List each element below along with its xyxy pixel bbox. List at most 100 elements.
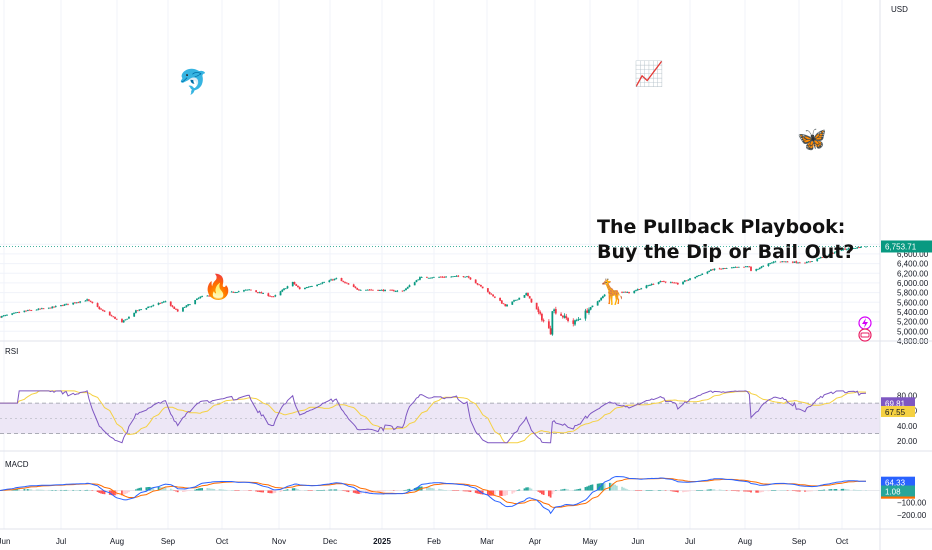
macd-histogram-bar [60,489,62,491]
macd-histogram-bar [798,490,801,492]
candle-body [218,293,221,295]
candle-body [528,296,531,299]
candle-body [209,295,212,297]
macd-histogram-bar [344,490,346,492]
candle-body [514,299,517,301]
candle-body [561,315,564,318]
macd-histogram-bar [554,490,557,491]
macd-histogram-bar [222,489,224,491]
macd-histogram-bar [330,489,332,491]
candle-body [455,275,458,277]
macd-histogram-bar [797,490,799,492]
macd-histogram-bar [199,488,202,491]
candle-body [176,309,179,312]
candle-body [415,280,418,283]
macd-histogram-bar [710,489,712,491]
candle-body [225,292,228,294]
candle-body [61,305,64,307]
macd-histogram-bar [347,490,350,493]
macd-histogram-bar [600,483,603,491]
macd-histogram-bar [661,490,664,491]
candle-body [147,306,150,309]
macd-histogram-bar [676,490,679,493]
candle-body [441,276,444,278]
candle-body [732,267,735,269]
macd-histogram-bar [438,488,440,491]
macd-histogram-bar [687,490,690,492]
candle-body [823,255,826,258]
macd-histogram-bar [701,489,704,491]
macd-histogram-bar [39,489,41,491]
macd-histogram-bar [122,490,125,495]
macd-histogram-bar [175,490,177,492]
macd-histogram-bar [683,490,686,492]
butterfly-emoji: 🦋 [797,126,827,153]
time-tick-label: Sep [161,537,176,546]
macd-histogram-bar [500,490,503,496]
macd-histogram-bar [250,490,252,491]
time-tick-label: Jul [56,537,66,546]
candle-body [89,300,92,302]
lightning-icon[interactable] [858,316,872,330]
macd-histogram-bar [283,490,285,491]
rsi-line [0,390,867,444]
macd-histogram-bar [513,490,515,493]
candle-body [586,310,589,313]
macd-signal-line [0,477,866,508]
candle-body [781,261,784,263]
candle-body [16,312,19,313]
macd-histogram-bar [121,490,123,496]
candle-body [356,288,359,290]
candle-body [49,307,52,309]
macd-histogram-bar [237,490,240,491]
candle-body [79,301,82,303]
macd-histogram-bar [319,490,322,491]
candle-body [330,279,332,281]
candle-body [297,285,299,288]
price-candles [0,246,867,336]
fire-emoji: 🔥 [203,273,233,301]
candle-body [222,293,224,295]
macd-histogram-bar [818,490,820,491]
candle-body [331,279,334,281]
time-tick-label: Apr [529,537,542,546]
macd-histogram-bar [662,490,665,491]
macd-histogram-bar [457,490,460,491]
macd-histogram-bar [588,485,590,491]
candle-body [809,261,812,263]
macd-histogram-bar [382,490,385,492]
macd-histogram-bar [757,490,759,493]
macd-histogram-bar [542,490,545,495]
candle-body [162,301,165,303]
macd-histogram-bar [356,490,359,494]
macd-histogram-bar [182,490,184,493]
macd-histogram-bar [98,490,101,493]
candle-body [394,291,397,292]
macd-histogram-bar [124,490,127,495]
macd-histogram-bar [551,490,554,495]
candle-body [40,308,43,310]
macd-histogram-bar [614,484,616,491]
macd-histogram-bar [103,490,106,495]
rsi-tick-label: 40.00 [897,422,918,431]
candle-body [762,265,765,267]
macd-pane [0,475,880,515]
candle-body [169,301,172,306]
macd-histogram-bar [828,489,831,491]
macd-histogram-bar [439,489,442,491]
macd-histogram-bar [696,490,698,491]
giraffe-emoji: 🦒 [597,278,627,306]
candle-body [624,291,627,293]
macd-histogram-bar [682,490,684,493]
candle-body [804,262,806,264]
rsi-tick-label: 80.00 [897,392,918,401]
candle-body [0,316,1,318]
macd-histogram-bar [628,490,630,491]
macd-histogram-bar [445,490,447,491]
dividends-icon[interactable] [858,328,872,342]
candle-body [195,298,198,300]
macd-histogram-bar [309,490,312,491]
candle-body [30,310,33,312]
macd-histogram-bar [795,490,798,492]
